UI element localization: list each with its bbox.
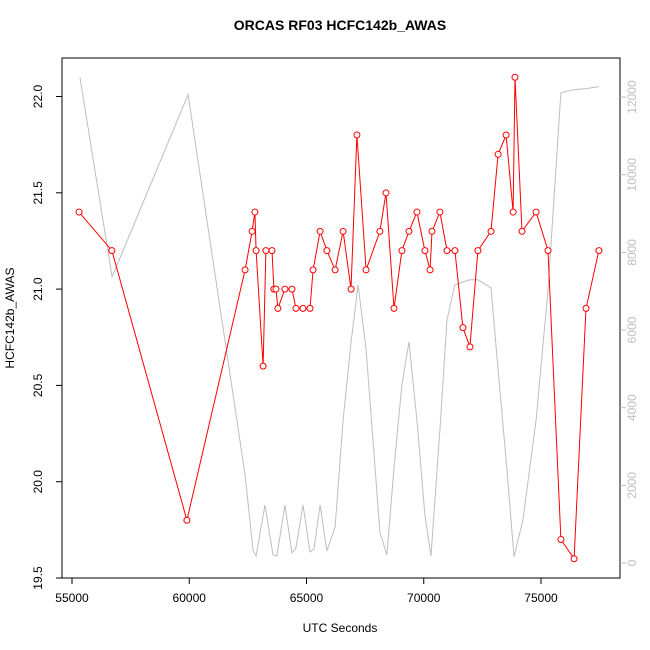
point (376, 227, 384, 235)
point (262, 247, 270, 255)
point (532, 208, 540, 216)
point (268, 247, 276, 255)
x-tick-label: 55000 (55, 591, 89, 605)
point (459, 324, 467, 332)
point (281, 285, 289, 293)
y2-tick-label: 4000 (625, 394, 639, 421)
point (487, 227, 495, 235)
point (75, 208, 83, 216)
point (398, 247, 406, 255)
point (426, 266, 434, 274)
y2-tick-label: 2000 (625, 472, 639, 499)
point (413, 208, 421, 216)
point (382, 189, 390, 197)
point (309, 266, 317, 274)
point (582, 304, 590, 312)
y2-tick-label: 8000 (625, 239, 639, 266)
point (436, 208, 444, 216)
point (183, 516, 191, 524)
point (306, 304, 314, 312)
point (347, 285, 355, 293)
point (331, 266, 339, 274)
point (428, 227, 436, 235)
point (299, 304, 307, 312)
point (570, 555, 578, 563)
point (474, 247, 482, 255)
y-axis-label: HCFC142b_AWAS (3, 267, 17, 368)
y2-tick-label: 12000 (625, 80, 639, 114)
point (595, 247, 603, 255)
point (390, 304, 398, 312)
point (544, 247, 552, 255)
point (288, 285, 296, 293)
y-tick-label: 19.5 (31, 566, 45, 590)
x-axis-label: UTC Seconds (303, 621, 378, 635)
point (272, 285, 280, 293)
point (252, 247, 260, 255)
point (405, 227, 413, 235)
point (451, 247, 459, 255)
point (509, 208, 517, 216)
point (274, 304, 282, 312)
y-tick-label: 20.0 (31, 470, 45, 494)
point (251, 208, 259, 216)
y2-tick-label: 6000 (625, 316, 639, 343)
y2-tick-label: 10000 (625, 158, 639, 192)
point (511, 73, 519, 81)
y-tick-label: 21.5 (31, 181, 45, 205)
series-line (79, 77, 599, 558)
x-tick-label: 75000 (524, 591, 558, 605)
x-tick-label: 60000 (173, 591, 207, 605)
y2-tick-label: 0 (625, 559, 639, 566)
plot-frame (61, 57, 621, 579)
point (241, 266, 249, 274)
point (108, 247, 116, 255)
point (518, 227, 526, 235)
series-line (78, 77, 600, 561)
point (494, 150, 502, 158)
point (339, 227, 347, 235)
point (353, 131, 361, 139)
point (502, 131, 510, 139)
point (316, 227, 324, 235)
x-tick-label: 70000 (407, 591, 441, 605)
point (248, 227, 256, 235)
point (557, 535, 565, 543)
y-tick-label: 21.0 (31, 277, 45, 301)
point (323, 247, 331, 255)
point (443, 247, 451, 255)
y-tick-label: 20.5 (31, 373, 45, 397)
chart-title: ORCAS RF03 HCFC142b_AWAS (234, 17, 446, 33)
point (466, 343, 474, 351)
point (259, 362, 267, 370)
point (421, 247, 429, 255)
x-tick-label: 65000 (290, 591, 324, 605)
point (292, 304, 300, 312)
point (362, 266, 370, 274)
y-tick-label: 22.0 (31, 85, 45, 109)
